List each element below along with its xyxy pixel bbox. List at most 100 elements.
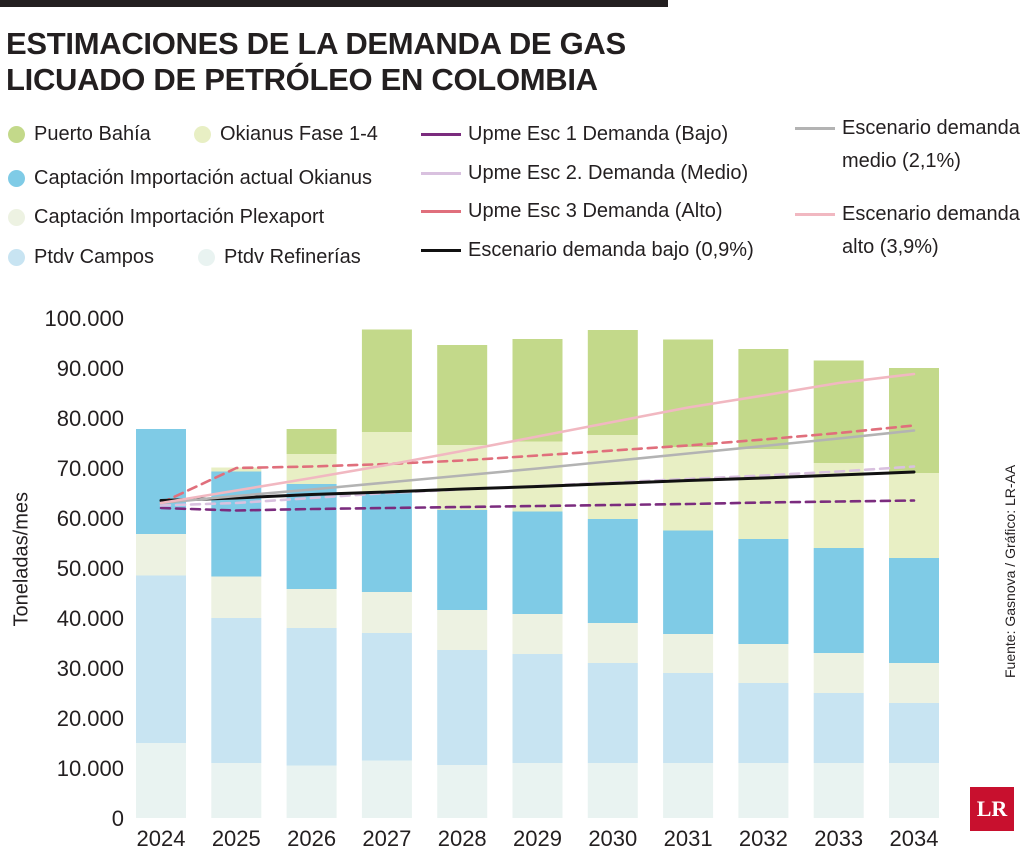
y-ticks-layer: 0 10.000 20.000 30.000 40.000 50.000 60.000 70.…	[44, 306, 124, 831]
bar-captacion_okianus-2029	[512, 511, 563, 614]
bar-ptdv_campos-2025	[211, 618, 262, 763]
x-tick-label-2025: 2025	[212, 826, 261, 851]
bar-okianus_fase-2029	[512, 441, 563, 512]
bar-captacion_plexaport-2026	[286, 589, 337, 628]
legend-label-puerto-bahia: Puerto Bahía	[34, 123, 151, 145]
bar-ptdv_refinerias-2025	[211, 763, 262, 818]
y-tick-label: 10.000	[57, 756, 124, 781]
y-tick-label: 60.000	[57, 506, 124, 531]
x-tick-label-2024: 2024	[137, 826, 186, 851]
x-tick-label-2028: 2028	[438, 826, 487, 851]
legend-label-esc-bajo: Escenario demanda bajo (0,9%)	[468, 239, 754, 261]
bar-ptdv_refinerias-2029	[512, 763, 563, 818]
lr-logo: LR	[970, 787, 1014, 831]
bar-ptdv_campos-2030	[587, 663, 638, 763]
bar-ptdv_campos-2028	[437, 650, 488, 765]
bar-captacion_plexaport-2028	[437, 610, 488, 650]
legend-label-okianus-fase: Okianus Fase 1-4	[220, 123, 378, 145]
y-tick-label: 40.000	[57, 606, 124, 631]
bar-puerto_bahia-2028	[437, 345, 488, 445]
bar-ptdv_refinerias-2031	[663, 763, 714, 818]
bar-okianus_fase-2026	[286, 454, 337, 484]
bar-ptdv_refinerias-2032	[738, 763, 789, 818]
bar-ptdv_refinerias-2030	[587, 763, 638, 818]
bar-puerto_bahia-2026	[286, 429, 337, 454]
bar-ptdv_refinerias-2033	[813, 763, 864, 818]
bar-ptdv_campos-2034	[889, 703, 939, 763]
bar-captacion_plexaport-2029	[512, 614, 563, 654]
bar-ptdv_refinerias-2027	[361, 760, 412, 818]
legend-swatch-okianus-fase	[194, 126, 211, 143]
legend-label-captacion-plexaport: Captación Importación Plexaport	[34, 206, 325, 228]
bar-captacion_okianus-2026	[286, 484, 337, 589]
bar-captacion_okianus-2030	[587, 519, 638, 623]
legend-line-upme1	[421, 133, 461, 136]
legend-label-upme3: Upme Esc 3 Demanda (Alto)	[468, 200, 723, 222]
legend-label-esc-medio: Escenario demanda medio (2,1%)	[842, 117, 1020, 172]
x-tick-label-2033: 2033	[814, 826, 863, 851]
line-esc_bajo	[159, 470, 916, 502]
bar-ptdv_campos-2032	[738, 683, 789, 763]
y-tick-label: 100.000	[44, 306, 124, 331]
x-tick-label-2029: 2029	[513, 826, 562, 851]
x-tick-label-2026: 2026	[287, 826, 336, 851]
y-tick-label: 90.000	[57, 356, 124, 381]
legend-swatch-ptdv-campos	[8, 249, 25, 266]
bar-ptdv_campos-2031	[663, 673, 714, 763]
bar-captacion_plexaport-2027	[361, 592, 412, 633]
x-tick-label-2032: 2032	[739, 826, 788, 851]
legend-line-upme3	[421, 210, 461, 213]
bar-okianus_fase-2033	[813, 463, 864, 548]
lines-layer	[159, 372, 916, 512]
bar-ptdv_refinerias-2028	[437, 765, 488, 818]
legend-label-captacion-okianus: Captación Importación actual Okianus	[34, 167, 372, 189]
legend-label-upme2: Upme Esc 2. Demanda (Medio)	[468, 162, 749, 184]
bar-captacion_plexaport-2030	[587, 623, 638, 663]
bar-puerto_bahia-2033	[813, 360, 864, 463]
legend-line-esc-bajo	[421, 249, 461, 252]
bar-puerto_bahia-2027	[361, 329, 412, 432]
bar-ptdv_campos-2024	[136, 575, 186, 743]
line-esc_alto	[159, 372, 916, 505]
x-tick-label-2031: 2031	[664, 826, 713, 851]
y-tick-label: 80.000	[57, 406, 124, 431]
bar-ptdv_campos-2027	[361, 633, 412, 761]
bar-captacion_okianus-2024	[136, 429, 186, 534]
bar-ptdv_campos-2029	[512, 654, 563, 763]
bar-puerto_bahia-2031	[663, 339, 714, 447]
x-tick-label-2030: 2030	[588, 826, 637, 851]
legend-line-esc-medio	[795, 127, 835, 130]
bar-puerto_bahia-2029	[512, 339, 563, 442]
y-tick-label: 20.000	[57, 706, 124, 731]
bar-ptdv_refinerias-2034	[889, 763, 939, 818]
bar-ptdv_refinerias-2026	[286, 765, 337, 818]
top-rule	[0, 0, 668, 7]
y-tick-label: 50.000	[57, 556, 124, 581]
bar-captacion_okianus-2034	[889, 558, 939, 663]
bar-ptdv_campos-2026	[286, 628, 337, 766]
legend-line-upme2	[421, 172, 461, 175]
bar-okianus_fase-2031	[663, 447, 714, 531]
legend-swatch-captacion-okianus	[8, 170, 25, 187]
y-tick-label: 70.000	[57, 456, 124, 481]
legend-label-upme1: Upme Esc 1 Demanda (Bajo)	[468, 123, 729, 145]
bars-layer	[136, 329, 939, 818]
bar-puerto_bahia-2034	[889, 368, 939, 473]
x-ticks-layer: 2024 2025 2026 2027 2028 2029 2030 2031 2032 2033…	[137, 826, 939, 851]
legend-line-esc-alto	[795, 213, 835, 216]
line-upme1	[159, 499, 916, 512]
bar-okianus_fase-2025	[211, 467, 262, 472]
line-esc_medio	[159, 429, 916, 505]
bar-captacion_okianus-2028	[437, 510, 488, 610]
bar-ptdv_refinerias-2024	[136, 743, 186, 818]
bar-captacion_plexaport-2033	[813, 653, 864, 693]
bar-captacion_plexaport-2025	[211, 576, 262, 618]
legend-swatch-ptdv-refinerias	[198, 249, 215, 266]
chart-title: ESTIMACIONES DE LA DEMANDA DE GAS LICUAD…	[6, 26, 626, 97]
bar-okianus_fase-2030	[587, 435, 638, 519]
bar-okianus_fase-2034	[889, 473, 939, 558]
y-tick-label: 0	[112, 806, 124, 831]
bar-captacion_okianus-2031	[663, 530, 714, 634]
x-tick-label-2027: 2027	[362, 826, 411, 851]
